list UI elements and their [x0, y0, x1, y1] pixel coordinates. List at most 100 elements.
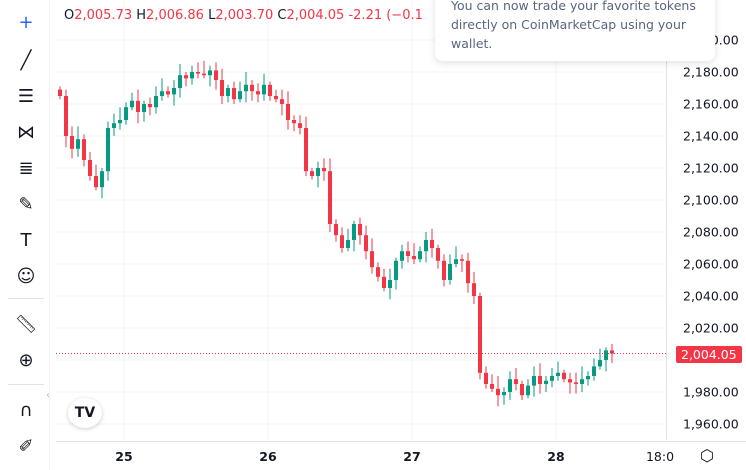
candle-body	[220, 80, 224, 96]
candle-body	[508, 379, 512, 392]
candle-body	[346, 240, 350, 248]
price-tick-label: 2,060.00	[683, 256, 739, 272]
settings-icon[interactable]: ⬡	[700, 446, 714, 465]
text-icon[interactable]: T	[20, 229, 32, 251]
change-value: -2.21 (−0.1	[348, 8, 423, 23]
candle-body	[604, 350, 608, 360]
candle-body	[154, 96, 158, 108]
candle-body	[406, 251, 410, 256]
price-axis[interactable]: 2,200.002,180.002,160.002,140.002,120.00…	[666, 0, 746, 440]
candle-body	[550, 376, 554, 381]
price-tick-label: 2,120.00	[683, 160, 739, 176]
trend-line-icon[interactable]: ╱	[20, 49, 32, 71]
trade-tooltip: You can now trade your favorite tokens d…	[435, 0, 715, 61]
price-tick-label: 2,020.00	[683, 320, 739, 336]
candle-body	[502, 392, 506, 396]
candle-body	[160, 91, 164, 96]
candle-body	[574, 382, 578, 384]
candle-body	[268, 84, 272, 96]
candle-body	[442, 260, 446, 280]
high-value: 2,006.86	[146, 8, 204, 23]
high-label: H	[136, 8, 147, 23]
candle-body	[232, 88, 236, 100]
tradingview-logo[interactable]: TV	[68, 398, 102, 428]
price-tick-label: 2,180.00	[683, 64, 739, 80]
price-tick-label: 2,140.00	[683, 128, 739, 144]
candle-body	[172, 88, 176, 95]
candle-body	[316, 168, 320, 176]
price-tick-label: 1,960.00	[683, 416, 739, 432]
pattern-icon[interactable]: ⋈	[17, 121, 35, 143]
candle-body	[298, 123, 302, 128]
candle-body	[136, 100, 140, 112]
candle-body	[370, 251, 374, 268]
candle-body	[226, 88, 230, 96]
candle-body	[58, 89, 62, 96]
low-value: 2,003.70	[215, 8, 274, 23]
candle-body	[592, 366, 596, 376]
candle-body	[322, 168, 326, 172]
candle-body	[238, 91, 242, 100]
time-tick-label: 18:0	[645, 449, 675, 464]
ruler-icon[interactable]: 📏︎	[14, 313, 38, 335]
time-tick-label: 25	[115, 449, 133, 464]
candle-body	[610, 350, 614, 354]
brush-icon[interactable]: ✎	[18, 193, 34, 215]
candle-body	[184, 75, 188, 79]
emoji-icon[interactable]: ☺	[16, 265, 36, 287]
candle-body	[334, 224, 338, 236]
candle-body	[178, 75, 182, 88]
price-tick-label: 2,100.00	[683, 192, 739, 208]
price-tick-label: 2,160.00	[683, 96, 739, 112]
candle-body	[124, 107, 128, 120]
candle-body	[460, 259, 464, 261]
candle-body	[388, 280, 392, 288]
lock-draw-icon[interactable]: ✐	[18, 435, 34, 457]
magnet-icon[interactable]: ∩	[19, 399, 33, 421]
time-tick-label: 28	[547, 449, 565, 464]
candle-body	[436, 248, 440, 261]
candle-body	[598, 360, 602, 367]
open-label: O	[64, 8, 75, 23]
horizontal-lines-icon[interactable]: ☰	[17, 85, 35, 107]
candle-body	[256, 91, 260, 95]
candle-body	[244, 84, 248, 92]
candle-body	[208, 70, 212, 76]
candle-body	[544, 380, 548, 384]
candle-body	[448, 264, 452, 280]
price-tick-label: 2,080.00	[683, 224, 739, 240]
candle-body	[412, 256, 416, 260]
crosshair-icon[interactable]: +	[18, 11, 34, 33]
ohlc-legend: O2,005.73 H2,006.86 L2,003.70 C2,004.05 …	[64, 8, 423, 23]
time-axis[interactable]: 25 26 27 28 18:0	[56, 441, 746, 470]
low-label: L	[208, 8, 216, 23]
candle-body	[274, 96, 278, 100]
candle-body	[358, 224, 362, 236]
candle-body	[196, 72, 200, 74]
candle-body	[286, 104, 290, 120]
collapse-toolbar-handle[interactable]: ‹	[46, 390, 50, 401]
candle-body	[130, 100, 134, 108]
candlestick-chart[interactable]	[56, 0, 666, 440]
candle-body	[100, 171, 104, 188]
candle-body	[70, 136, 74, 149]
price-tick-label: 2,040.00	[683, 288, 739, 304]
candle-body	[382, 276, 386, 288]
candle-body	[310, 171, 314, 176]
candle-body	[364, 235, 368, 252]
candle-body	[328, 171, 332, 224]
candle-body	[520, 384, 524, 396]
zoom-in-icon[interactable]: ⊕	[18, 349, 34, 371]
candle-body	[478, 296, 482, 373]
candle-body	[484, 372, 488, 384]
candle-body	[214, 70, 218, 80]
candle-body	[292, 120, 296, 124]
divider	[8, 298, 44, 299]
open-value: 2,005.73	[74, 8, 133, 23]
candle-body	[490, 384, 494, 389]
candle-body	[586, 376, 590, 380]
candle-body	[496, 388, 500, 396]
fib-icon[interactable]: ≣	[18, 157, 34, 179]
close-label: C	[277, 8, 287, 23]
candle-body	[454, 259, 458, 264]
